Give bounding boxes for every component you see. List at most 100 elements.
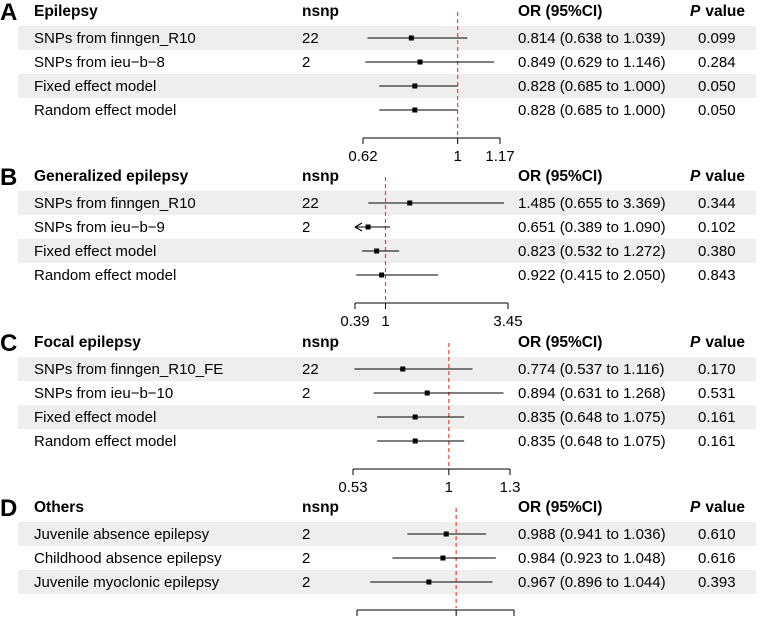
p-rest: value <box>705 499 745 516</box>
row-or-ci: 0.774 (0.537 to 1.116) <box>518 361 665 378</box>
panel-letter: C <box>0 330 17 357</box>
row-or-ci: 0.988 (0.941 to 1.036) <box>518 526 666 543</box>
row-label: Childhood absence epilepsy <box>34 550 222 567</box>
row-label: Random effect model <box>34 102 176 119</box>
row-label: SNPs from ieu−b−10 <box>34 385 173 402</box>
row-or-ci: 0.835 (0.648 to 1.075) <box>518 433 666 450</box>
row-nsnp: 2 <box>302 574 310 591</box>
point-estimate <box>443 531 449 537</box>
row-nsnp: 22 <box>302 30 319 47</box>
row-or-ci: 0.651 (0.389 to 1.090) <box>518 219 666 236</box>
row-or-ci: 0.922 (0.415 to 2.050) <box>518 267 666 284</box>
row-or-ci: 0.849 (0.629 to 1.146) <box>518 54 666 71</box>
row-p-value: 0.050 <box>698 102 736 119</box>
point-estimate <box>424 390 430 396</box>
row-p-value: 0.393 <box>698 574 736 591</box>
row-nsnp: 22 <box>302 361 319 378</box>
or-ci-header: OR (95%CI) <box>518 3 602 20</box>
p-rest: value <box>705 3 745 20</box>
row-or-ci: 0.967 (0.896 to 1.044) <box>518 574 666 591</box>
point-estimate <box>379 272 385 278</box>
row-or-ci: 0.835 (0.648 to 1.075) <box>518 409 666 426</box>
point-estimate <box>365 224 371 230</box>
row-p-value: 0.161 <box>698 433 736 450</box>
nsnp-header: nsnp <box>302 168 339 185</box>
point-estimate <box>412 414 418 420</box>
ci-arrow-left <box>354 222 363 232</box>
p-italic: P <box>690 499 701 516</box>
row-p-value: 0.161 <box>698 409 736 426</box>
row-or-ci: 0.823 (0.532 to 1.272) <box>518 243 666 260</box>
point-estimate <box>408 35 414 41</box>
p-italic: P <box>690 334 701 351</box>
panel-letter: B <box>0 164 17 191</box>
row-or-ci: 0.814 (0.638 to 1.039) <box>518 30 666 47</box>
row-p-value: 0.344 <box>698 195 736 212</box>
x-tick-label: 1 <box>453 148 461 165</box>
row-or-ci: 0.828 (0.685 to 1.000) <box>518 102 666 119</box>
p-rest: value <box>705 168 745 185</box>
row-p-value: 0.170 <box>698 361 736 378</box>
x-tick-label: 0.88 <box>342 620 371 622</box>
row-label: SNPs from finngen_R10 <box>34 195 196 212</box>
x-tick-label: 0.53 <box>338 479 367 496</box>
p-italic: P <box>690 3 701 20</box>
row-p-value: 0.099 <box>698 30 736 47</box>
row-or-ci: 1.485 (0.655 to 3.369) <box>518 195 666 212</box>
x-tick-label: 1 <box>452 620 460 622</box>
x-tick-label: 1.17 <box>485 148 514 165</box>
nsnp-header: nsnp <box>302 3 339 20</box>
row-label: Juvenile absence epilepsy <box>34 526 210 543</box>
row-nsnp: 2 <box>302 385 310 402</box>
panel-letter: A <box>0 0 17 26</box>
x-tick-label: 1 <box>381 313 389 330</box>
row-p-value: 0.284 <box>698 54 736 71</box>
point-estimate <box>400 366 406 372</box>
row-label: Random effect model <box>34 433 176 450</box>
x-tick-label: 1.3 <box>500 479 521 496</box>
row-label: SNPs from finngen_R10 <box>34 30 196 47</box>
row-label: Juvenile myoclonic epilepsy <box>34 574 220 591</box>
p-italic: P <box>690 168 701 185</box>
panel-letter: D <box>0 495 17 522</box>
p-rest: value <box>705 334 745 351</box>
point-estimate <box>412 107 418 113</box>
or-ci-header: OR (95%CI) <box>518 334 602 351</box>
row-label: SNPs from ieu−b−9 <box>34 219 165 236</box>
row-or-ci: 0.984 (0.923 to 1.048) <box>518 550 666 567</box>
row-nsnp: 2 <box>302 526 310 543</box>
row-label: SNPs from finngen_R10_FE <box>34 361 223 378</box>
point-estimate <box>407 200 413 206</box>
row-p-value: 0.380 <box>698 243 736 260</box>
or-ci-header: OR (95%CI) <box>518 499 602 516</box>
row-label: Random effect model <box>34 267 176 284</box>
row-label: SNPs from ieu−b−8 <box>34 54 165 71</box>
panel-title: Others <box>34 499 84 516</box>
row-label: Fixed effect model <box>34 78 156 95</box>
point-estimate <box>426 579 432 585</box>
point-estimate <box>417 59 423 65</box>
row-or-ci: 0.894 (0.631 to 1.268) <box>518 385 666 402</box>
or-ci-header: OR (95%CI) <box>518 168 602 185</box>
point-estimate <box>440 555 446 561</box>
x-tick-label: 3.45 <box>493 313 522 330</box>
point-estimate <box>374 248 380 254</box>
nsnp-header: nsnp <box>302 499 339 516</box>
row-label: Fixed effect model <box>34 243 156 260</box>
row-nsnp: 22 <box>302 195 319 212</box>
row-band <box>18 522 756 546</box>
row-p-value: 0.050 <box>698 78 736 95</box>
nsnp-header: nsnp <box>302 334 339 351</box>
x-tick-label: 0.39 <box>340 313 369 330</box>
point-estimate <box>412 438 418 444</box>
x-tick-label: 1.07 <box>499 620 528 622</box>
